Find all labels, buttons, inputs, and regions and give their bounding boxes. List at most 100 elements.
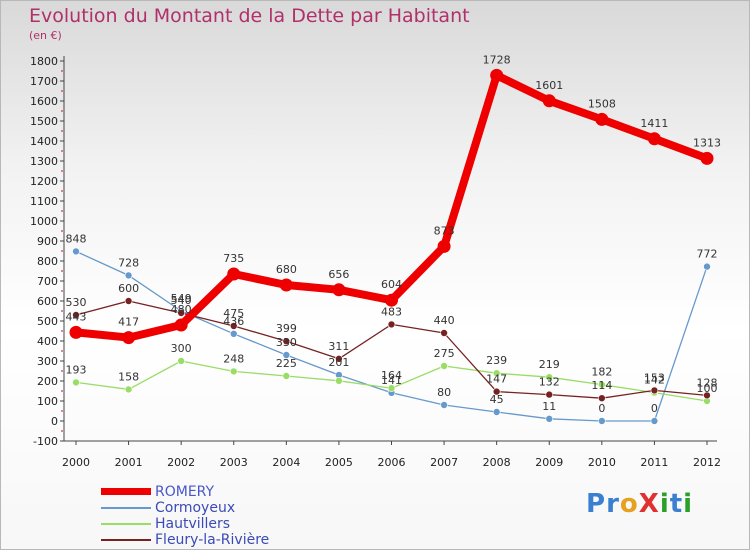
data-label: 480 — [171, 303, 192, 316]
data-label: 311 — [328, 340, 349, 353]
x-tick-label: 2008 — [483, 456, 511, 469]
data-label: 147 — [486, 373, 507, 386]
data-point — [700, 151, 714, 165]
x-tick-label: 2011 — [640, 456, 668, 469]
x-tick-label: 2005 — [325, 456, 353, 469]
logo-letter: X — [638, 489, 660, 519]
data-label: 100 — [697, 382, 718, 395]
series-lines — [69, 68, 714, 425]
data-label: 201 — [328, 356, 349, 369]
data-point — [124, 385, 133, 394]
data-point — [598, 394, 606, 403]
data-label: 219 — [539, 358, 560, 371]
legend-label: Hautvillers — [155, 516, 231, 532]
data-point — [492, 369, 501, 378]
legend-swatch — [101, 488, 151, 495]
data-point — [440, 401, 448, 409]
data-label: 483 — [381, 305, 402, 318]
y-tick-label: 500 — [37, 315, 58, 328]
data-point — [598, 417, 606, 425]
y-minor-tick — [61, 110, 63, 112]
y-minor-tick — [61, 230, 63, 232]
data-point — [437, 239, 451, 253]
data-label: 248 — [223, 352, 244, 365]
y-tick-label: 1000 — [30, 215, 58, 228]
data-label: 443 — [66, 310, 87, 323]
y-tick-label: 1200 — [30, 175, 58, 188]
data-point — [229, 322, 238, 330]
data-point — [703, 262, 711, 271]
logo-letter: i — [659, 489, 670, 519]
x-tick-label: 2004 — [272, 456, 300, 469]
data-point — [177, 357, 185, 365]
y-minor-tick — [61, 290, 63, 292]
data-label: 772 — [697, 248, 718, 261]
data-label: 225 — [276, 357, 297, 370]
data-label: 530 — [66, 296, 87, 309]
data-label: 436 — [223, 315, 244, 328]
data-point — [229, 367, 238, 376]
x-tick-label: 2009 — [535, 456, 563, 469]
legend-swatch — [101, 539, 151, 541]
data-point — [227, 267, 241, 281]
legend-swatch — [101, 507, 151, 509]
data-label: 873 — [434, 224, 455, 237]
y-minor-tick — [61, 150, 63, 152]
data-point — [72, 247, 80, 256]
data-label: 680 — [276, 263, 297, 276]
y-tick-label: 200 — [37, 375, 58, 388]
data-label: 417 — [118, 316, 139, 329]
data-label: 540 — [171, 294, 192, 307]
logo-letter: P — [586, 489, 607, 519]
y-tick-label: 900 — [37, 235, 58, 248]
y-minor-tick — [61, 270, 63, 272]
logo-letter: r — [606, 489, 620, 519]
data-point — [72, 311, 80, 319]
y-tick-label: 800 — [37, 255, 58, 268]
data-point — [124, 297, 133, 305]
data-label: 0 — [651, 402, 658, 415]
data-label: 440 — [434, 314, 455, 327]
y-tick-label: 700 — [37, 275, 58, 288]
data-label: 300 — [171, 342, 192, 355]
data-point — [174, 318, 188, 332]
y-tick-label: 300 — [37, 355, 58, 368]
data-point — [490, 68, 504, 82]
data-label: 132 — [539, 376, 560, 389]
y-minor-tick — [61, 190, 63, 192]
y-minor-tick — [61, 410, 63, 412]
data-label: 158 — [118, 370, 139, 383]
data-point — [595, 112, 609, 126]
data-point — [122, 331, 136, 345]
data-point — [72, 378, 80, 387]
proxiti-logo: ProXiti — [586, 489, 693, 519]
data-label: 80 — [437, 386, 451, 399]
data-point — [177, 309, 185, 317]
y-minor-tick — [61, 310, 63, 312]
legend-label: Cormoyeux — [155, 500, 236, 516]
x-tick-label: 2001 — [115, 456, 143, 469]
data-point — [387, 320, 396, 329]
data-point — [440, 362, 448, 370]
data-point — [124, 271, 133, 280]
y-tick-label: 1400 — [30, 135, 58, 148]
x-tick-label: 2003 — [220, 456, 248, 469]
y-tick-label: 400 — [37, 335, 58, 348]
data-point — [282, 372, 291, 380]
data-label: 45 — [490, 393, 504, 406]
y-tick-label: 600 — [37, 295, 58, 308]
data-point — [545, 373, 554, 382]
data-point — [598, 380, 606, 389]
data-label: 142 — [644, 374, 665, 387]
x-tick-label: 2006 — [378, 456, 406, 469]
data-point — [545, 414, 554, 423]
axes: -100010020030040050060070080090010001100… — [30, 55, 721, 469]
y-minor-tick — [61, 350, 63, 352]
y-tick-label: 1700 — [30, 75, 58, 88]
data-label: 0 — [598, 402, 605, 415]
x-tick-label: 2002 — [167, 456, 195, 469]
data-label: 128 — [697, 376, 718, 389]
data-label: 141 — [381, 374, 402, 387]
data-label: 1601 — [535, 79, 563, 92]
